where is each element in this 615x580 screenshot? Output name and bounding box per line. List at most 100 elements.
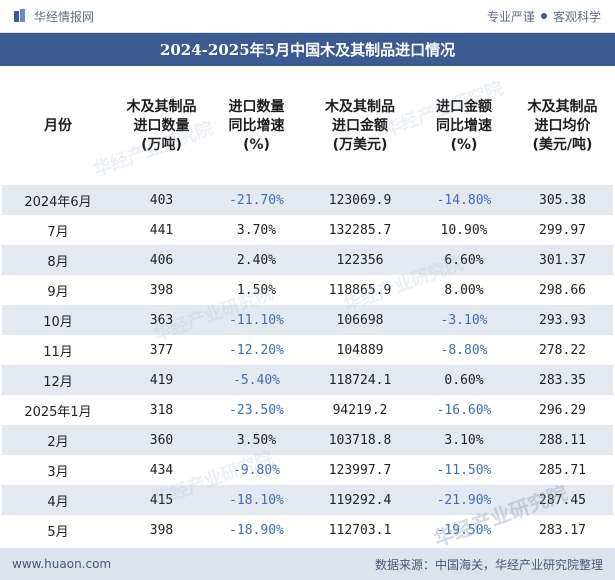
table-body: 2024年6月 403 -21.70% 123069.9 -14.80% 305.38 7月… xyxy=(2,185,613,545)
value-cell: 403 xyxy=(114,185,209,215)
value-cell: -18.90% xyxy=(209,515,304,545)
month-cell: 2025年1月 xyxy=(2,395,114,425)
month-cell: 3月 xyxy=(2,455,114,485)
table-row: 2025年1月 318 -23.50% 94219.2 -16.60% 296.29 xyxy=(2,395,613,425)
column-header-line: (万吨) xyxy=(141,137,182,153)
slogan-right: 客观科学 xyxy=(552,9,601,24)
value-cell: 363 xyxy=(114,305,209,335)
month-cell: 9月 xyxy=(2,275,114,305)
column-header: 进口数量 同比增速 (%) xyxy=(209,68,304,185)
value-cell: -18.10% xyxy=(209,485,304,515)
column-header-line: 木及其制品 xyxy=(325,99,395,115)
column-header-line: (美元/吨) xyxy=(532,137,593,153)
column-header-line: (%) xyxy=(450,137,478,153)
column-header: 木及其制品进口均价 (美元/吨) xyxy=(512,68,613,185)
value-cell: 94219.2 xyxy=(304,395,416,425)
value-cell: 3.50% xyxy=(209,425,304,455)
column-header-line: 月份 xyxy=(44,118,72,134)
column-header: 木及其制品进口金额 (万美元) xyxy=(304,68,416,185)
column-header: 进口金额同比增速 (%) xyxy=(416,68,512,185)
table-row: 12月 419 -5.40% 118724.1 0.60% 283.35 xyxy=(2,365,613,395)
value-cell: 318 xyxy=(114,395,209,425)
month-cell: 10月 xyxy=(2,305,114,335)
value-cell: -21.70% xyxy=(209,185,304,215)
slogan: 专业严谨 客观科学 xyxy=(487,8,601,25)
table-row: 11月 377 -12.20% 104889 -8.80% 278.22 xyxy=(2,335,613,365)
value-cell: 398 xyxy=(114,515,209,545)
table-row: 2024年6月 403 -21.70% 123069.9 -14.80% 305.38 xyxy=(2,185,613,215)
column-header: 木及其制品进口数量 (万吨) xyxy=(114,68,209,185)
column-header-line: 进口金额 xyxy=(436,99,492,115)
table-header: 月份 木及其制品 进口数量 (万吨) 进口数量 同比增速 (%) 木及其制品 进口金额 (万美元)… xyxy=(2,68,613,185)
value-cell: -11.10% xyxy=(209,305,304,335)
brand-logo-icon xyxy=(14,9,25,22)
month-cell: 11月 xyxy=(2,335,114,365)
column-header-line: 进口数量 xyxy=(228,99,285,115)
value-cell: -3.10% xyxy=(416,305,512,335)
value-cell: 118724.1 xyxy=(304,365,416,395)
value-cell: 8.00% xyxy=(416,275,512,305)
brand: 华经情报网 xyxy=(14,8,94,25)
column-header-line: 进口数量 xyxy=(133,118,190,134)
value-cell: 441 xyxy=(114,215,209,245)
value-cell: 360 xyxy=(114,425,209,455)
title-bar: 2024-2025年5月中国木及其制品进口情况 xyxy=(0,33,615,66)
value-cell: 296.29 xyxy=(512,395,613,425)
table-row: 7月 441 3.70% 132285.7 10.90% 299.97 xyxy=(2,215,613,245)
value-cell: -8.80% xyxy=(416,335,512,365)
column-header-line: 木及其制品 xyxy=(126,99,197,115)
value-cell: -23.50% xyxy=(209,395,304,425)
value-cell: 6.60% xyxy=(416,245,512,275)
month-cell: 2月 xyxy=(2,425,114,455)
data-table: 月份 木及其制品 进口数量 (万吨) 进口数量 同比增速 (%) 木及其制品 进口金额 (万美元)… xyxy=(2,68,613,545)
value-cell: 123997.7 xyxy=(304,455,416,485)
value-cell: 299.97 xyxy=(512,215,613,245)
column-header-line: 同比增速 xyxy=(436,118,492,134)
value-cell: 1.50% xyxy=(209,275,304,305)
value-cell: 406 xyxy=(114,245,209,275)
value-cell: 415 xyxy=(114,485,209,515)
month-cell: 12月 xyxy=(2,365,114,395)
month-cell: 7月 xyxy=(2,215,114,245)
value-cell: 298.66 xyxy=(512,275,613,305)
value-cell: 104889 xyxy=(304,335,416,365)
value-cell: 0.60% xyxy=(416,365,512,395)
value-cell: 123069.9 xyxy=(304,185,416,215)
top-bar: 华经情报网 专业严谨 客观科学 xyxy=(0,0,615,33)
value-cell: 287.45 xyxy=(512,485,613,515)
value-cell: 288.11 xyxy=(512,425,613,455)
month-cell: 2024年6月 xyxy=(2,185,114,215)
value-cell: -19.50% xyxy=(416,515,512,545)
value-cell: 301.37 xyxy=(512,245,613,275)
column-header-line: (万美元) xyxy=(332,137,388,153)
slogan-left: 专业严谨 xyxy=(486,9,535,24)
value-cell: 3.10% xyxy=(416,425,512,455)
value-cell: 103718.8 xyxy=(304,425,416,455)
column-header-line: 进口均价 xyxy=(534,118,591,134)
month-cell: 5月 xyxy=(2,515,114,545)
column-header-line: 进口金额 xyxy=(332,118,388,134)
table-row: 8月 406 2.40% 122356 6.60% 301.37 xyxy=(2,245,613,275)
slogan-dot-icon xyxy=(540,13,547,19)
value-cell: 106698 xyxy=(304,305,416,335)
table-row: 3月 434 -9.80% 123997.7 -11.50% 285.71 xyxy=(2,455,613,485)
value-cell: -5.40% xyxy=(209,365,304,395)
value-cell: 122356 xyxy=(304,245,416,275)
table-header-row: 月份 木及其制品 进口数量 (万吨) 进口数量 同比增速 (%) 木及其制品 进口金额 (万美元)… xyxy=(2,68,613,185)
month-cell: 4月 xyxy=(2,485,114,515)
value-cell: -11.50% xyxy=(416,455,512,485)
column-header-line: 木及其制品 xyxy=(527,99,598,115)
value-cell: 112703.1 xyxy=(304,515,416,545)
table-row: 9月 398 1.50% 118865.9 8.00% 298.66 xyxy=(2,275,613,305)
value-cell: -21.90% xyxy=(416,485,512,515)
table-row: 2月 360 3.50% 103718.8 3.10% 288.11 xyxy=(2,425,613,455)
page-title: 2024-2025年5月中国木及其制品进口情况 xyxy=(159,41,456,59)
month-cell: 8月 xyxy=(2,245,114,275)
value-cell: 377 xyxy=(114,335,209,365)
value-cell: 283.35 xyxy=(512,365,613,395)
table-row: 5月 398 -18.90% 112703.1 -19.50% 283.17 xyxy=(2,515,613,545)
data-source: 数据来源：中国海关，华经产业研究院整理 xyxy=(374,557,603,572)
value-cell: -12.20% xyxy=(209,335,304,365)
footer: www.huaon.com 数据来源：中国海关，华经产业研究院整理 xyxy=(0,548,615,580)
value-cell: 283.17 xyxy=(512,515,613,545)
